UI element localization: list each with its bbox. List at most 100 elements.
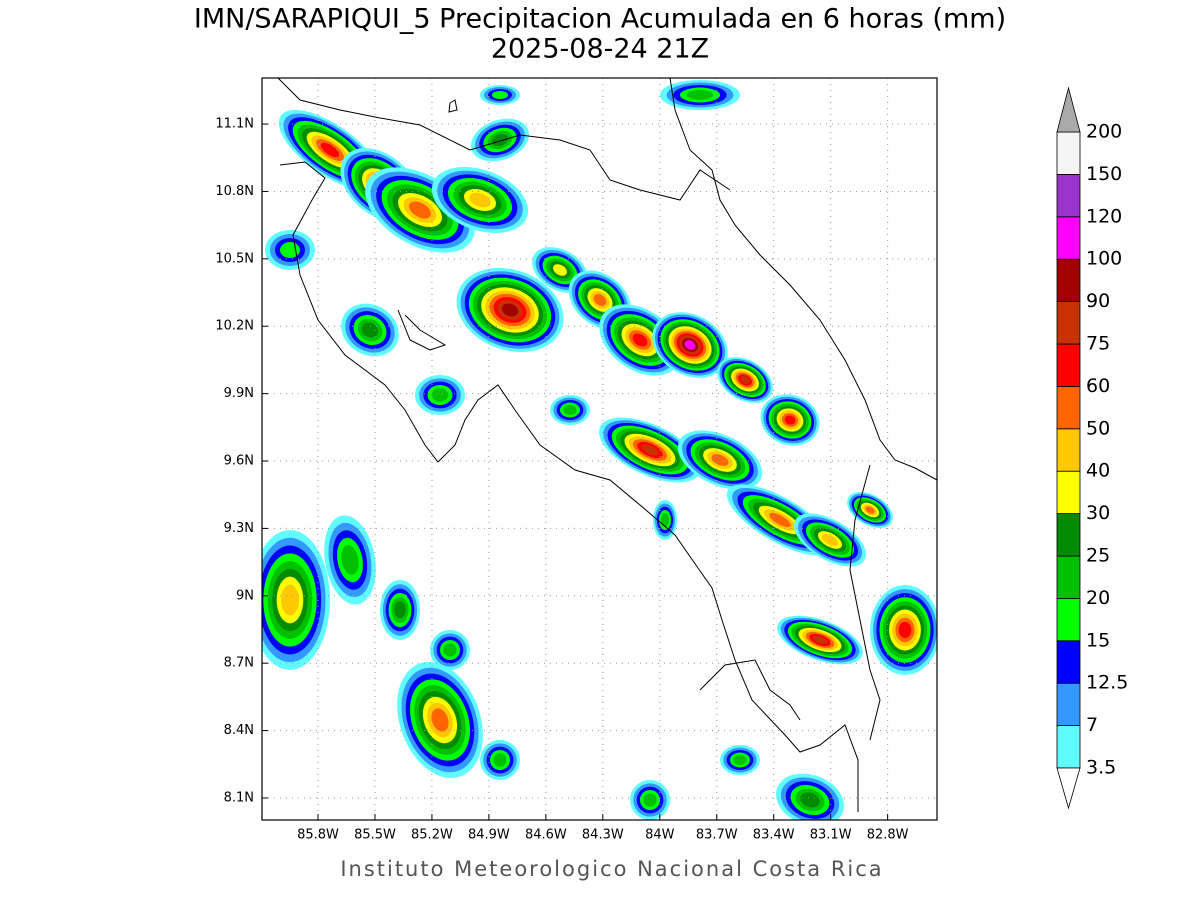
precip-contour (661, 513, 669, 527)
colorbar-label: 40 (1086, 460, 1110, 482)
precip-contour (281, 584, 299, 616)
precip-contour (553, 264, 567, 276)
colorbar-label: 150 (1086, 163, 1122, 185)
y-tick-label: 8.4N (224, 723, 254, 738)
map-frame (261, 77, 938, 821)
x-tick-label: 82.8W (867, 828, 909, 843)
precip-contour (740, 376, 750, 384)
precip-contour (711, 454, 729, 466)
colorbar-over (1056, 86, 1081, 133)
colorbar-box (1056, 301, 1081, 345)
precip-contour (394, 601, 406, 619)
y-tick-label: 9.3N (224, 521, 254, 536)
colorbar-label: 60 (1086, 375, 1110, 397)
precip-contour (898, 621, 912, 639)
precip-contour (341, 545, 359, 575)
panama-border (849, 464, 881, 741)
precip-contour (563, 405, 577, 415)
precip-contour (491, 133, 509, 147)
colorbar-box (1056, 173, 1081, 218)
precip-contour (733, 755, 747, 765)
colorbar-box (1056, 682, 1081, 727)
colorbar-label: 200 (1086, 121, 1122, 143)
x-tick-label: 84W (645, 828, 675, 843)
osa-peninsula (699, 659, 801, 721)
x-tick-label: 84.9W (468, 828, 510, 843)
precip-contour (632, 333, 648, 347)
colorbar-box (1056, 131, 1081, 175)
colorbar-label: 20 (1086, 587, 1110, 609)
precip-contour (431, 708, 449, 732)
precip-contour (684, 340, 696, 350)
nicoya-gulf (397, 309, 447, 351)
x-tick-label: 84.3W (582, 828, 624, 843)
colorbar-label: 120 (1086, 205, 1122, 227)
x-tick-label: 85.5W (354, 828, 396, 843)
y-tick-label: 9.9N (224, 386, 254, 401)
pacific-coast (279, 161, 859, 812)
subtitle: 2025-08-24 21Z (491, 34, 709, 65)
precip-contour (593, 294, 607, 306)
colorbar-under (1056, 767, 1081, 810)
x-tick-label: 83.4W (753, 828, 795, 843)
colorbar-box (1056, 598, 1081, 642)
x-tick-label: 85.2W (411, 828, 453, 843)
precip-contour (865, 506, 875, 514)
colorbar-box (1056, 258, 1081, 303)
lake (448, 99, 458, 113)
precip-contour (769, 512, 791, 528)
y-tick-label: 8.7N (224, 656, 254, 671)
y-tick-label: 8.1N (224, 790, 254, 805)
y-tick-label: 9.6N (224, 454, 254, 469)
x-tick-label: 83.7W (696, 828, 738, 843)
precip-contour (812, 635, 828, 645)
colorbar-box (1056, 513, 1081, 557)
precip-contour (320, 142, 340, 158)
colorbar-box (1056, 385, 1081, 430)
colorbar-box (1056, 216, 1081, 260)
colorbar-box (1056, 725, 1081, 769)
colorbar-box (1056, 428, 1081, 472)
colorbar-label: 25 (1086, 545, 1110, 567)
colorbar-label: 50 (1086, 417, 1110, 439)
colorbar-label: 75 (1086, 333, 1110, 355)
caribbean-coast (669, 78, 937, 481)
y-tick-label: 10.2N (215, 319, 254, 334)
colorbar-box (1056, 470, 1081, 515)
colorbar-box (1056, 343, 1081, 387)
coastlines (277, 78, 937, 812)
colorbar-label: 100 (1086, 248, 1122, 270)
colorbar: 3.5 7 12.5 15 20 25 30 40 50 60 75 90 100 120 150 200 (1056, 86, 1128, 810)
precip-contour (641, 444, 659, 456)
colorbar-label: 30 (1086, 502, 1110, 524)
footer: Instituto Meteorologico Nacional Costa R… (340, 857, 883, 881)
colorbar-box (1056, 555, 1081, 599)
precip-contour (643, 793, 657, 807)
x-tick-label: 84.6W (525, 828, 567, 843)
precip-contour (686, 90, 714, 100)
title: IMN/SARAPIQUI_5 Precipitacion Acumulada … (194, 4, 1006, 35)
y-tick-label: 11.1N (215, 117, 254, 132)
precip-contour (501, 303, 519, 317)
colorbar-label: 12.5 (1086, 672, 1128, 694)
precip-contour (469, 192, 491, 208)
precip-contour (784, 415, 796, 425)
nicaragua-border (277, 78, 731, 201)
y-tick-label: 10.8N (215, 184, 254, 199)
precip-contour (443, 643, 457, 657)
precip-contour (492, 91, 508, 99)
grid: 85.8W 85.5W 85.2W 84.9W 84.6W 84.3W 84W 83.7W 83… (215, 78, 937, 843)
precip-contour (409, 201, 431, 219)
colorbar-label: 15 (1086, 629, 1110, 651)
precip-contour (493, 753, 507, 767)
colorbar-label: 7 (1086, 714, 1098, 736)
x-tick-label: 85.8W (297, 828, 339, 843)
x-tick-label: 83.1W (810, 828, 852, 843)
y-tick-label: 10.5N (215, 251, 254, 266)
precip-contour (431, 388, 449, 402)
colorbar-label: 3.5 (1086, 757, 1116, 779)
colorbar-label: 90 (1086, 290, 1110, 312)
precip-contour (800, 792, 820, 808)
y-tick-label: 9N (236, 588, 254, 603)
